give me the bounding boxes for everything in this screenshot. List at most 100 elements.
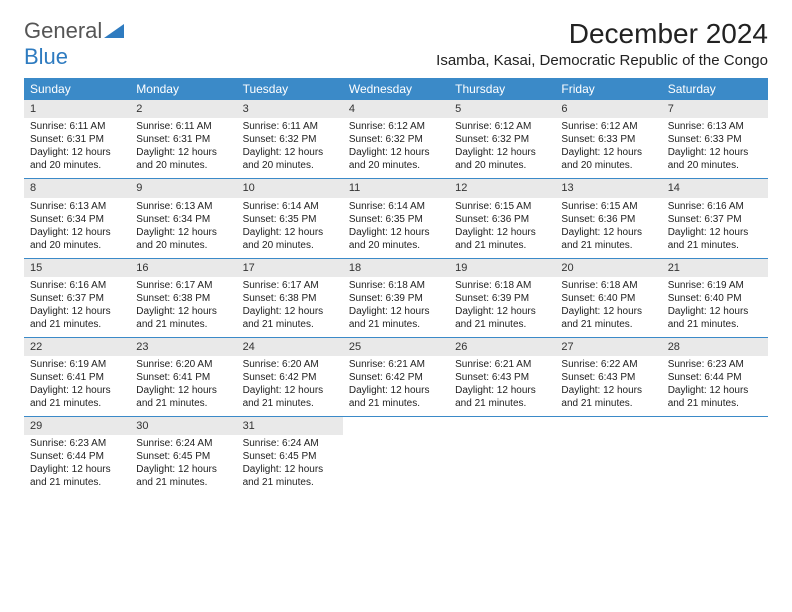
day-number: 25 xyxy=(343,338,449,356)
daylight-text: Daylight: 12 hours and 21 minutes. xyxy=(455,227,536,251)
sunset-text: Sunset: 6:43 PM xyxy=(561,372,635,383)
day-number: 28 xyxy=(662,338,768,356)
day-body: Sunrise: 6:19 AMSunset: 6:41 PMDaylight:… xyxy=(24,356,130,416)
sunrise-text: Sunrise: 6:23 AM xyxy=(30,438,106,449)
sunset-text: Sunset: 6:44 PM xyxy=(30,451,104,462)
daylight-text: Daylight: 12 hours and 21 minutes. xyxy=(243,385,324,409)
day-number: 19 xyxy=(449,259,555,277)
day-cell: 5Sunrise: 6:12 AMSunset: 6:32 PMDaylight… xyxy=(449,100,555,178)
day-body: Sunrise: 6:12 AMSunset: 6:32 PMDaylight:… xyxy=(449,118,555,178)
day-number: 14 xyxy=(662,179,768,197)
daylight-text: Daylight: 12 hours and 21 minutes. xyxy=(136,385,217,409)
day-body: Sunrise: 6:13 AM Sunset: 6:34 PM Daylight:… xyxy=(130,198,236,258)
daylight-text: Daylight: 12 hours and 20 minutes. xyxy=(136,147,217,171)
day-number: 1 xyxy=(24,100,130,118)
day-body: Sunrise: 6:15 AMSunset: 6:36 PMDaylight:… xyxy=(449,198,555,258)
sunrise-text: Sunrise: 6:14 AM xyxy=(243,201,319,212)
logo-part2: Blue xyxy=(24,44,68,69)
day-number: 29 xyxy=(24,417,130,435)
logo-text: General Blue xyxy=(24,18,124,70)
week-row: 1 Sunrise: 6:11 AM Sunset: 6:31 PM Daylight… xyxy=(24,100,768,178)
daylight-text: Daylight: 12 hours and 20 minutes. xyxy=(455,147,536,171)
day-body: Sunrise: 6:11 AM Sunset: 6:31 PM Daylight:… xyxy=(130,118,236,178)
day-number: 3 xyxy=(237,100,343,118)
sunset-text: Sunset: 6:31 PM xyxy=(136,134,210,145)
day-body: Sunrise: 6:22 AMSunset: 6:43 PMDaylight:… xyxy=(555,356,661,416)
day-body: Sunrise: 6:14 AM Sunset: 6:35 PM Daylight:… xyxy=(343,198,449,258)
daylight-text: Daylight: 12 hours and 21 minutes. xyxy=(136,464,217,488)
sunrise-text: Sunrise: 6:18 AM xyxy=(561,280,637,291)
sunset-text: Sunset: 6:34 PM xyxy=(136,214,210,225)
day-cell: 27Sunrise: 6:22 AMSunset: 6:43 PMDayligh… xyxy=(555,338,661,416)
sunrise-text: Sunrise: 6:18 AM xyxy=(455,280,531,291)
day-cell: 8Sunrise: 6:13 AMSunset: 6:34 PMDaylight… xyxy=(24,179,130,257)
day-number: 15 xyxy=(24,259,130,277)
daylight-text: Daylight: 12 hours and 20 minutes. xyxy=(349,227,430,251)
sunrise-text: Sunrise: 6:12 AM xyxy=(349,121,425,132)
header: General Blue December 2024 Isamba, Kasai… xyxy=(24,18,768,70)
sunset-text: Sunset: 6:31 PM xyxy=(30,134,104,145)
day-body: Sunrise: 6:21 AMSunset: 6:42 PMDaylight:… xyxy=(343,356,449,416)
sunrise-text: Sunrise: 6:17 AM xyxy=(243,280,319,291)
day-cell: 18Sunrise: 6:18 AMSunset: 6:39 PMDayligh… xyxy=(343,259,449,337)
daylight-text: Daylight: 12 hours and 20 minutes. xyxy=(136,227,217,251)
sunrise-text: Sunrise: 6:12 AM xyxy=(561,121,637,132)
daylight-text: Daylight: 12 hours and 21 minutes. xyxy=(561,306,642,330)
day-cell: 11Sunrise: 6:14 AMSunset: 6:35 PMDayligh… xyxy=(343,179,449,257)
day-body: Sunrise: 6:20 AMSunset: 6:42 PMDaylight:… xyxy=(237,356,343,416)
sunset-text: Sunset: 6:44 PM xyxy=(668,372,742,383)
day-body: Sunrise: 6:15 AMSunset: 6:36 PMDaylight:… xyxy=(555,198,661,258)
day-number: 2 xyxy=(130,100,236,118)
day-cell: 26Sunrise: 6:21 AMSunset: 6:43 PMDayligh… xyxy=(449,338,555,416)
sunrise-text: Sunrise: 6:11 AM xyxy=(136,121,211,132)
sunrise-text: Sunrise: 6:18 AM xyxy=(349,280,425,291)
daylight-text: Daylight: 12 hours and 21 minutes. xyxy=(349,306,430,330)
sunset-text: Sunset: 6:38 PM xyxy=(243,293,317,304)
day-number: 27 xyxy=(555,338,661,356)
day-cell: 9 Sunrise: 6:13 AM Sunset: 6:34 PM Daylight… xyxy=(130,179,236,257)
sunset-text: Sunset: 6:42 PM xyxy=(349,372,423,383)
daylight-text: Daylight: 12 hours and 21 minutes. xyxy=(136,306,217,330)
sunrise-text: Sunrise: 6:14 AM xyxy=(349,201,425,212)
day-cell: 22Sunrise: 6:19 AMSunset: 6:41 PMDayligh… xyxy=(24,338,130,416)
day-body: Sunrise: 6:11 AMSunset: 6:32 PMDaylight:… xyxy=(237,118,343,178)
weeks-container: 1 Sunrise: 6:11 AM Sunset: 6:31 PM Daylight… xyxy=(24,100,768,495)
sunset-text: Sunset: 6:32 PM xyxy=(243,134,317,145)
sunrise-text: Sunrise: 6:20 AM xyxy=(136,359,212,370)
daylight-text: Daylight: 12 hours and 20 minutes. xyxy=(243,227,324,251)
day-cell: 16Sunrise: 6:17 AMSunset: 6:38 PMDayligh… xyxy=(130,259,236,337)
day-cell: 31Sunrise: 6:24 AMSunset: 6:45 PMDayligh… xyxy=(237,417,343,495)
sunset-text: Sunset: 6:37 PM xyxy=(668,214,742,225)
daylight-text: Daylight: 12 hours and 20 minutes. xyxy=(30,227,111,251)
day-body: Sunrise: 6:17 AMSunset: 6:38 PMDaylight:… xyxy=(237,277,343,337)
sunset-text: Sunset: 6:45 PM xyxy=(136,451,210,462)
sunset-text: Sunset: 6:41 PM xyxy=(30,372,104,383)
daylight-text: Daylight: 12 hours and 21 minutes. xyxy=(561,385,642,409)
sunset-text: Sunset: 6:35 PM xyxy=(349,214,423,225)
day-cell: 6Sunrise: 6:12 AMSunset: 6:33 PMDaylight… xyxy=(555,100,661,178)
sunset-text: Sunset: 6:36 PM xyxy=(455,214,529,225)
day-body: Sunrise: 6:11 AMSunset: 6:31 PMDaylight:… xyxy=(24,118,130,178)
day-body: Sunrise: 6:23 AMSunset: 6:44 PMDaylight:… xyxy=(662,356,768,416)
location: Isamba, Kasai, Democratic Republic of th… xyxy=(436,52,768,69)
day-cell: 15Sunrise: 6:16 AMSunset: 6:37 PMDayligh… xyxy=(24,259,130,337)
sunset-text: Sunset: 6:43 PM xyxy=(455,372,529,383)
sunset-text: Sunset: 6:34 PM xyxy=(30,214,104,225)
month-title: December 2024 xyxy=(436,18,768,50)
day-body: Sunrise: 6:18 AMSunset: 6:39 PMDaylight:… xyxy=(343,277,449,337)
logo: General Blue xyxy=(24,18,124,70)
day-body: Sunrise: 6:12 AMSunset: 6:32 PMDaylight:… xyxy=(343,118,449,178)
sunset-text: Sunset: 6:42 PM xyxy=(243,372,317,383)
day-cell: 30Sunrise: 6:24 AMSunset: 6:45 PMDayligh… xyxy=(130,417,236,495)
day-body: Sunrise: 6:12 AMSunset: 6:33 PMDaylight:… xyxy=(555,118,661,178)
sunrise-text: Sunrise: 6:11 AM xyxy=(243,121,318,132)
day-cell: 12Sunrise: 6:15 AMSunset: 6:36 PMDayligh… xyxy=(449,179,555,257)
sunset-text: Sunset: 6:41 PM xyxy=(136,372,210,383)
day-number: 9 xyxy=(130,179,236,197)
sunrise-text: Sunrise: 6:13 AM xyxy=(136,201,212,212)
day-body: Sunrise: 6:18 AMSunset: 6:40 PMDaylight:… xyxy=(555,277,661,337)
day-number: 22 xyxy=(24,338,130,356)
daylight-text: Daylight: 12 hours and 20 minutes. xyxy=(30,147,111,171)
day-number: 16 xyxy=(130,259,236,277)
week-row: 29 Sunrise: 6:23 AM Sunset: 6:44 PM Dayligh… xyxy=(24,416,768,495)
